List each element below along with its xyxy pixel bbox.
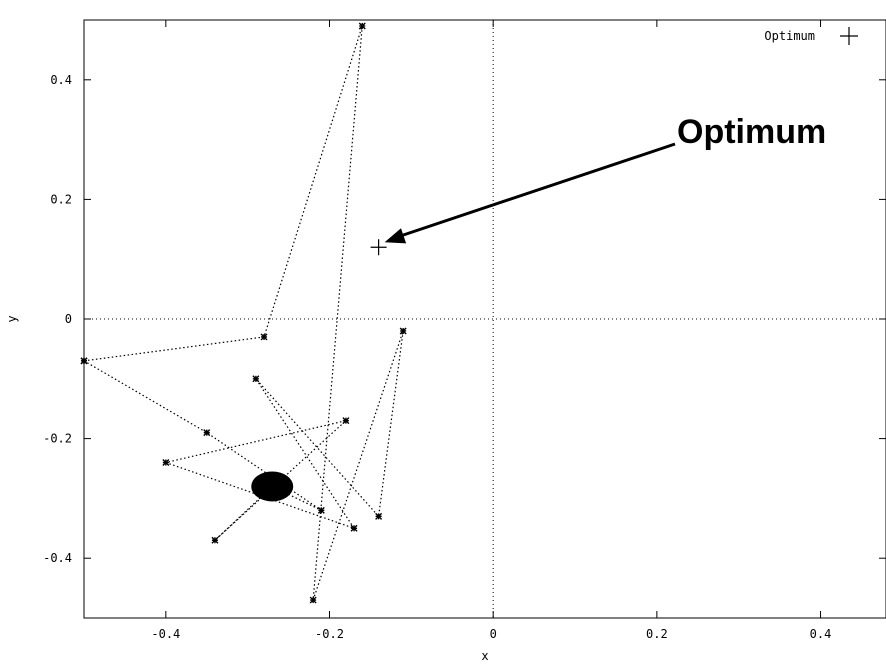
annotation-arrow xyxy=(402,142,676,237)
x-tick-label: 0 xyxy=(490,627,497,641)
trajectory-point xyxy=(260,333,268,341)
trajectory-point xyxy=(317,506,325,514)
legend: Optimum xyxy=(764,27,858,45)
legend-plus-marker xyxy=(840,27,858,45)
trajectory-point xyxy=(211,536,219,544)
axis-ticks xyxy=(84,20,886,618)
x-tick-label: -0.2 xyxy=(315,627,344,641)
x-axis-label: x xyxy=(481,649,488,663)
trajectory-point xyxy=(309,596,317,604)
trajectory-point xyxy=(350,524,358,532)
y-tick-label: -0.4 xyxy=(43,551,72,565)
trajectory-point xyxy=(358,22,366,30)
zero-lines xyxy=(84,20,886,618)
trajectory-point xyxy=(399,327,407,335)
y-axis-label: y xyxy=(5,315,19,322)
trajectory-point xyxy=(375,512,383,520)
x-tick-label: 0.2 xyxy=(646,627,668,641)
trajectory-point xyxy=(342,417,350,425)
trajectory-point xyxy=(203,429,211,437)
x-tick-label: -0.4 xyxy=(151,627,180,641)
y-tick-label: 0 xyxy=(65,312,72,326)
optimum-annotation: Optimum xyxy=(384,113,826,244)
arrow-head xyxy=(384,228,407,244)
legend-label: Optimum xyxy=(764,29,815,43)
annotation-label: Optimum xyxy=(677,113,826,151)
trajectory-point xyxy=(268,482,276,490)
y-tick-label: 0.4 xyxy=(50,73,72,87)
optimum-plus-marker xyxy=(370,239,387,256)
trajectory-path xyxy=(83,25,404,601)
trajectory-point xyxy=(252,375,260,383)
trajectory-points xyxy=(80,22,407,604)
y-tick-label: -0.2 xyxy=(43,432,72,446)
trajectory-layer xyxy=(83,25,404,601)
tick-labels: -0.4 -0.2 0 0.2 0.4 -0.4 -0.2 0 0.2 0.4 xyxy=(43,73,831,641)
y-tick-label: 0.2 xyxy=(50,192,72,206)
trajectory-point xyxy=(162,459,170,467)
x-tick-label: 0.4 xyxy=(810,627,832,641)
